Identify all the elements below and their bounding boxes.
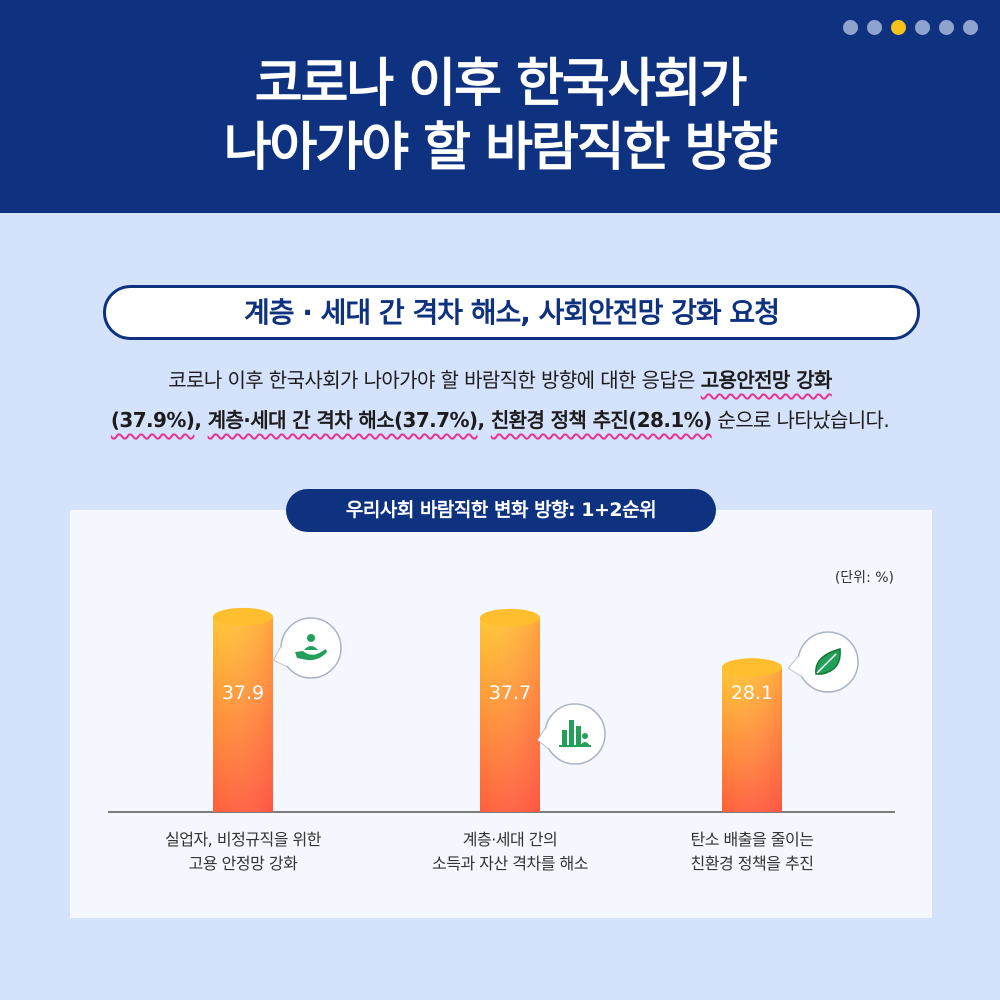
- bar: [480, 608, 540, 812]
- desc-highlight-3: 친환경 정책 추진(28.1%): [490, 408, 712, 432]
- desc-sep-2: ,: [477, 408, 491, 432]
- category-label-line: 친환경 정책을 추진: [690, 854, 814, 873]
- page-title: 코로나 이후 한국사회가 나아가야 할 바람직한 방향: [0, 52, 1000, 180]
- category-label-line: 계층·세대 간의: [462, 830, 558, 849]
- bar-value-label: 37.9: [221, 682, 265, 704]
- page-dot[interactable]: [939, 20, 954, 35]
- icon-bubble: [272, 617, 342, 679]
- category-label-line: 탄소 배출을 줄이는: [690, 830, 814, 849]
- bar: [722, 658, 782, 812]
- bar-value-label: 37.7: [488, 682, 532, 704]
- desc-highlight-1: 고용안전망 강화: [700, 368, 833, 392]
- description: 코로나 이후 한국사회가 나아가야 할 바람직한 방향에 대한 응답은 고용안전…: [60, 360, 940, 440]
- page-dot[interactable]: [963, 20, 978, 35]
- category-label-line: 고용 안정망 강화: [188, 854, 298, 873]
- page-title-line2: 나아가야 할 바람직한 방향: [223, 118, 779, 178]
- category-label-line: 실업자, 비정규직을 위한: [165, 830, 321, 849]
- chart-unit-label: (단위: %): [834, 570, 894, 586]
- page-indicator: [843, 20, 978, 35]
- desc-prefix: 코로나 이후 한국사회가 나아가야 할 바람직한 방향에 대한 응답은: [168, 368, 701, 392]
- category-label: 실업자, 비정규직을 위한 고용 안정망 강화: [113, 828, 373, 876]
- desc-sep-1: ,: [194, 408, 208, 432]
- page-title-line1: 코로나 이후 한국사회가: [254, 54, 748, 114]
- category-label: 탄소 배출을 줄이는 친환경 정책을 추진: [622, 828, 882, 876]
- category-label: 계층·세대 간의 소득과 자산 격차를 해소: [380, 828, 640, 876]
- category-label-line: 소득과 자산 격차를 해소: [432, 854, 588, 873]
- chart-title-pill: 우리사회 바람직한 변화 방향: 1+2순위: [286, 489, 716, 532]
- icon-bubble: [787, 631, 859, 693]
- bar-value-label: 28.1: [730, 682, 774, 704]
- hand-with-person-icon: [295, 634, 327, 661]
- icon-bubble: [537, 703, 606, 765]
- bar: [213, 607, 273, 812]
- page-dot[interactable]: [843, 20, 858, 35]
- subheading-pill: 계층 · 세대 간 격차 해소, 사회안전망 강화 요청: [103, 285, 920, 340]
- desc-suffix: 순으로 나타났습니다.: [711, 408, 890, 432]
- bar-chart-person-icon: [559, 720, 591, 747]
- header-banner: 코로나 이후 한국사회가 나아가야 할 바람직한 방향: [0, 0, 1000, 213]
- desc-highlight-1b: (37.9%): [110, 408, 195, 432]
- desc-highlight-2: 계층·세대 간 격차 해소(37.7%): [207, 408, 478, 432]
- page-dot[interactable]: [915, 20, 930, 35]
- leaf-icon: [815, 648, 841, 675]
- page-dot-active[interactable]: [891, 20, 906, 35]
- page-dot[interactable]: [867, 20, 882, 35]
